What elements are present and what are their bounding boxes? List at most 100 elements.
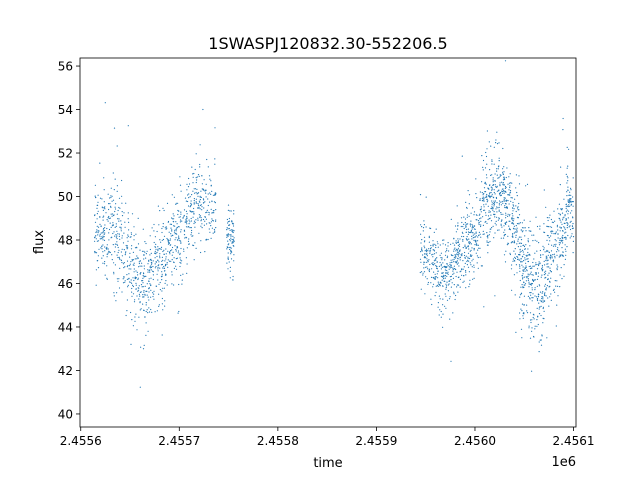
data-point bbox=[529, 265, 532, 267]
data-point bbox=[149, 269, 151, 271]
data-point bbox=[199, 201, 201, 203]
data-point bbox=[148, 291, 150, 293]
data-point bbox=[523, 281, 525, 283]
data-point bbox=[193, 220, 196, 222]
data-point bbox=[432, 244, 434, 246]
data-point bbox=[475, 219, 477, 221]
data-point bbox=[186, 272, 188, 274]
data-point bbox=[149, 235, 151, 237]
data-point bbox=[562, 219, 564, 221]
data-point bbox=[452, 268, 454, 271]
data-point bbox=[438, 283, 440, 285]
data-point bbox=[120, 251, 122, 253]
data-point bbox=[139, 249, 141, 251]
data-point bbox=[516, 272, 518, 274]
data-point bbox=[161, 271, 163, 273]
data-point bbox=[462, 247, 464, 249]
data-point bbox=[457, 258, 459, 260]
data-point bbox=[561, 278, 563, 280]
data-point bbox=[494, 200, 497, 202]
data-point bbox=[431, 268, 433, 270]
data-point bbox=[97, 232, 99, 234]
data-point bbox=[159, 257, 161, 259]
data-point bbox=[464, 251, 466, 254]
data-point bbox=[568, 194, 570, 196]
data-point bbox=[121, 235, 123, 237]
data-point bbox=[173, 231, 176, 233]
data-point bbox=[179, 253, 181, 256]
data-point bbox=[424, 253, 426, 255]
data-point bbox=[486, 163, 488, 165]
data-point bbox=[439, 282, 441, 284]
data-point bbox=[472, 278, 474, 280]
data-point bbox=[492, 184, 495, 186]
data-point bbox=[486, 148, 488, 150]
data-point bbox=[230, 249, 232, 251]
data-point bbox=[96, 240, 98, 242]
data-point bbox=[455, 242, 457, 244]
data-point bbox=[445, 295, 447, 297]
data-point bbox=[472, 234, 474, 236]
data-point bbox=[421, 239, 423, 241]
data-point bbox=[229, 239, 231, 241]
data-point bbox=[507, 242, 509, 244]
data-point bbox=[424, 293, 426, 295]
data-point bbox=[121, 215, 124, 217]
data-point bbox=[136, 255, 138, 257]
data-point bbox=[209, 231, 211, 233]
data-point bbox=[508, 228, 510, 230]
data-point bbox=[229, 210, 231, 212]
data-point bbox=[211, 212, 213, 214]
data-point bbox=[158, 261, 160, 263]
data-point bbox=[432, 249, 434, 251]
data-point bbox=[549, 256, 551, 258]
data-point bbox=[104, 102, 106, 104]
data-point bbox=[127, 265, 129, 267]
data-point bbox=[517, 209, 519, 211]
data-point bbox=[566, 227, 568, 229]
data-point bbox=[533, 318, 535, 320]
data-point bbox=[122, 263, 124, 265]
data-point bbox=[561, 212, 564, 214]
data-point bbox=[190, 200, 192, 202]
data-point bbox=[101, 245, 103, 247]
data-point bbox=[455, 294, 457, 297]
data-point bbox=[480, 265, 482, 267]
data-point bbox=[479, 198, 481, 200]
data-point bbox=[171, 283, 173, 285]
data-point bbox=[177, 250, 180, 252]
data-point bbox=[127, 286, 129, 288]
data-point bbox=[446, 269, 448, 272]
data-point bbox=[508, 189, 510, 191]
data-point bbox=[182, 217, 184, 219]
data-point bbox=[427, 281, 429, 284]
data-point bbox=[572, 196, 574, 198]
data-point bbox=[562, 217, 564, 219]
data-point bbox=[227, 209, 229, 211]
data-point bbox=[152, 265, 154, 268]
data-point bbox=[457, 224, 459, 227]
data-point bbox=[498, 177, 500, 179]
data-point bbox=[95, 284, 97, 286]
data-point bbox=[180, 213, 182, 215]
data-point bbox=[203, 189, 205, 191]
data-point bbox=[572, 227, 574, 229]
data-point bbox=[513, 208, 515, 210]
data-point bbox=[128, 277, 130, 279]
data-point bbox=[456, 260, 458, 262]
data-point bbox=[107, 248, 109, 250]
y-tick-label: 48 bbox=[58, 233, 73, 247]
data-point bbox=[493, 203, 495, 206]
data-point bbox=[455, 248, 457, 250]
data-point bbox=[483, 200, 485, 202]
y-axis-label: flux bbox=[32, 230, 47, 254]
data-point bbox=[187, 205, 190, 207]
data-point bbox=[483, 187, 486, 189]
data-point bbox=[527, 275, 529, 277]
data-point bbox=[463, 254, 466, 257]
y-tick-label: 46 bbox=[58, 277, 73, 291]
data-point bbox=[205, 211, 208, 213]
data-point bbox=[461, 253, 463, 255]
data-point bbox=[562, 251, 564, 253]
